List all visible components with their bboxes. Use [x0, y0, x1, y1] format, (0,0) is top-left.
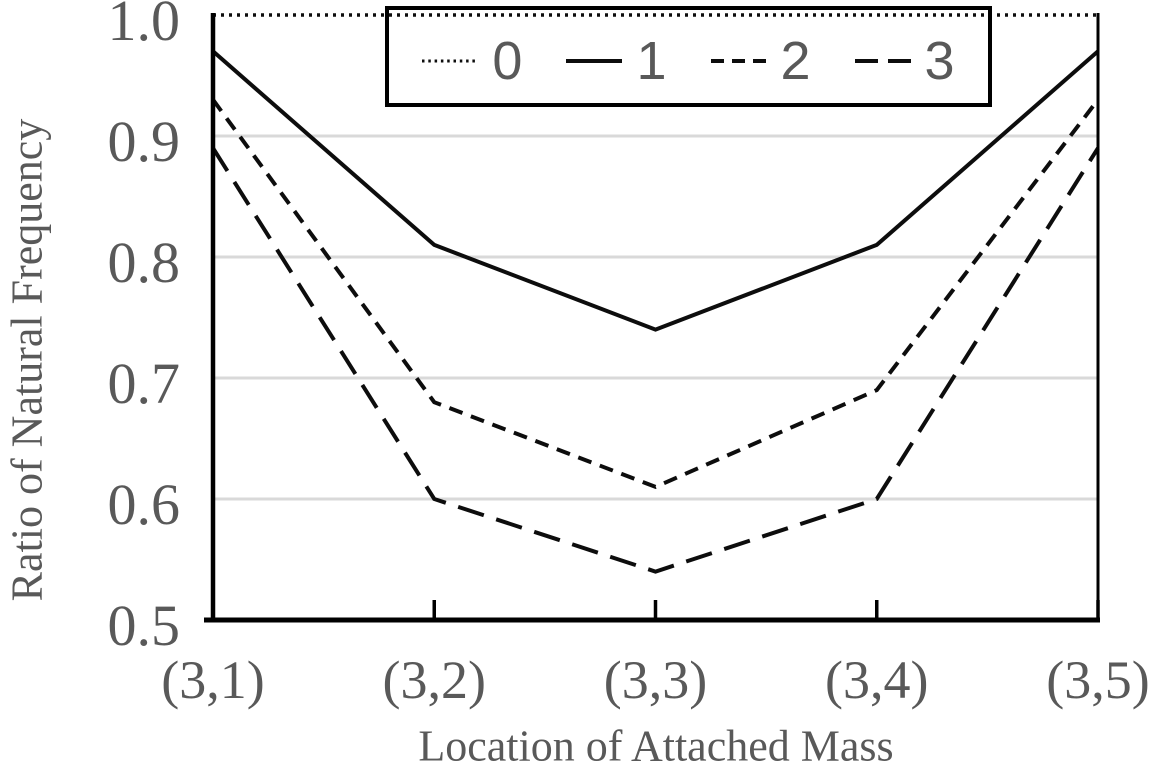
y-tick-label: 0.8 [107, 230, 181, 295]
legend-line-sample-short-dash-icon [710, 58, 767, 63]
y-tick-label: 0.7 [107, 351, 181, 416]
legend-entry-0: 0 [422, 34, 522, 88]
x-tick-label: (3,3) [603, 650, 708, 710]
legend-label: 3 [924, 30, 955, 91]
legend-label: 1 [636, 30, 667, 91]
series-line-1 [211, 49, 1100, 332]
legend-entry-2: 2 [710, 30, 811, 91]
legend-entry-3: 3 [854, 30, 955, 91]
series-line-3 [211, 147, 1100, 574]
y-tick-label: 0.9 [107, 109, 181, 174]
series-line-2 [211, 98, 1100, 490]
x-tick-label: (3,5) [1046, 650, 1149, 710]
x-tick-label: (3,4) [825, 650, 929, 710]
x-axis-title: Location of Attached Mass [418, 721, 894, 771]
legend: 0 1 2 3 [385, 6, 992, 107]
y-axis-title: Ratio of Natural Frequency [2, 118, 52, 602]
legend-line-sample-long-dash-icon [854, 58, 911, 63]
legend-label: 2 [780, 30, 811, 91]
legend-line-sample-dotted-icon [422, 59, 479, 62]
x-tick-label: (3,2) [382, 650, 486, 710]
legend-line-sample-solid-icon [566, 58, 623, 63]
legend-entry-1: 1 [566, 30, 667, 91]
legend-label: 0 [492, 30, 523, 91]
y-tick-label: 0.6 [107, 472, 181, 537]
x-tick-label: (3,1) [161, 650, 265, 710]
y-tick-label: 0.5 [107, 593, 181, 658]
y-tick-label: 1.0 [107, 0, 181, 53]
